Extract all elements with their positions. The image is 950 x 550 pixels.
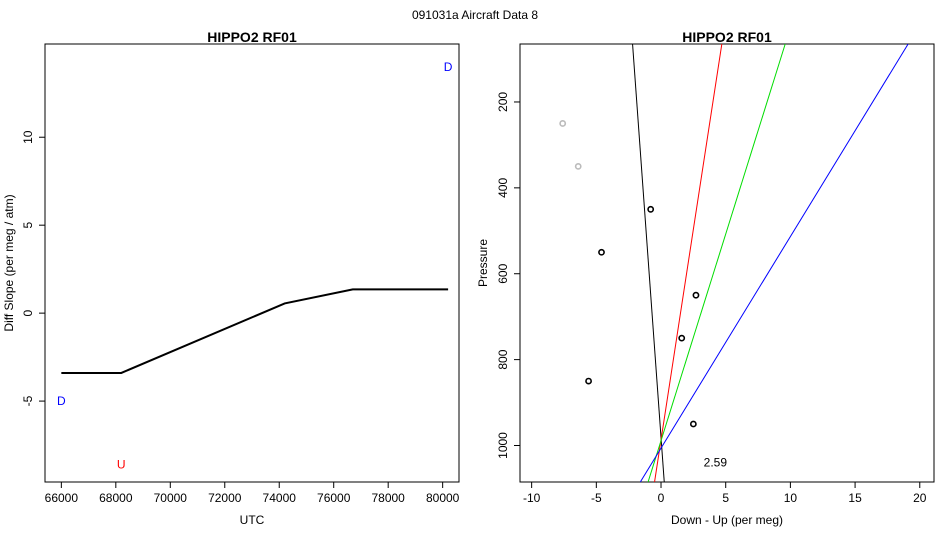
annotation-label: D — [444, 60, 453, 74]
right-y-tick-label: 400 — [496, 178, 510, 198]
data-point — [689, 420, 697, 428]
right-x-tick-label: 20 — [913, 491, 927, 505]
annotation-label: U — [117, 457, 126, 471]
right-y-tick-label: 200 — [496, 92, 510, 112]
left-x-tick-label: 76000 — [317, 491, 351, 505]
data-point — [692, 291, 700, 299]
right-x-tick-label: -10 — [523, 491, 541, 505]
left-y-axis-label: Diff Slope (per meg / atm) — [2, 194, 16, 331]
left-y-tick-label: 0 — [21, 309, 35, 316]
right-y-tick-label: 600 — [496, 263, 510, 283]
left-x-tick-label: 72000 — [208, 491, 242, 505]
right-y-tick-label: 1000 — [496, 432, 510, 459]
right-chart-title: HIPPO2 RF01 — [682, 29, 772, 45]
left-x-tick-label: 70000 — [154, 491, 188, 505]
left-x-tick-label: 80000 — [426, 491, 460, 505]
right-x-axis-label: Down - Up (per meg) — [671, 513, 783, 527]
right-y-ticks: 200 400 600 800 1000 — [496, 92, 520, 459]
data-point — [559, 120, 567, 127]
left-x-ticks: 66000 68000 70000 72000 74000 76000 78000 80000 — [45, 482, 460, 505]
left-chart-title: HIPPO2 RF01 — [207, 29, 297, 45]
left-y-tick-label: 5 — [21, 222, 35, 229]
left-x-axis-label: UTC — [240, 513, 265, 527]
right-x-tick-label: 0 — [658, 491, 665, 505]
left-x-tick-label: 68000 — [99, 491, 133, 505]
diff-slope-line — [61, 288, 449, 374]
right-plot-frame — [519, 43, 935, 483]
left-x-tick-label: 66000 — [45, 491, 79, 505]
right-y-tick-label: 800 — [496, 349, 510, 369]
left-annotations: D U D — [57, 60, 453, 472]
left-series — [61, 288, 449, 374]
right-fit-lines — [632, 44, 909, 482]
left-panel: HIPPO2 RF01 UTC Diff Slope (per meg / at… — [2, 29, 460, 527]
right-x-tick-label: 10 — [784, 491, 798, 505]
right-x-tick-label: 15 — [848, 491, 862, 505]
fit-line — [647, 44, 786, 482]
right-y-axis-label: Pressure — [476, 239, 490, 287]
right-x-ticks: -10 -5 0 5 10 15 20 — [523, 482, 927, 505]
fit-line — [654, 44, 723, 482]
annotation-label: 2.59 — [704, 456, 728, 470]
left-y-tick-label: -5 — [21, 395, 35, 406]
fit-line — [639, 44, 909, 482]
data-point — [678, 334, 686, 342]
data-point — [598, 248, 605, 256]
left-x-tick-label: 74000 — [263, 491, 297, 505]
data-point — [647, 205, 655, 213]
right-panel: HIPPO2 RF01 Down - Up (per meg) Pressure… — [476, 29, 935, 527]
right-points — [559, 120, 700, 428]
right-x-tick-label: -5 — [591, 491, 602, 505]
fit-line — [632, 44, 665, 482]
left-plot-frame — [44, 43, 460, 483]
annotation-label: D — [57, 394, 66, 408]
data-point — [574, 162, 582, 170]
figure-suptitle: 091031a Aircraft Data 8 — [412, 8, 538, 22]
left-x-tick-label: 78000 — [371, 491, 405, 505]
data-point — [585, 377, 592, 385]
left-y-ticks: -5 0 5 10 — [21, 130, 45, 406]
right-annotations: 2.59 — [704, 456, 728, 470]
left-y-tick-label: 10 — [21, 130, 35, 144]
right-x-tick-label: 5 — [722, 491, 729, 505]
